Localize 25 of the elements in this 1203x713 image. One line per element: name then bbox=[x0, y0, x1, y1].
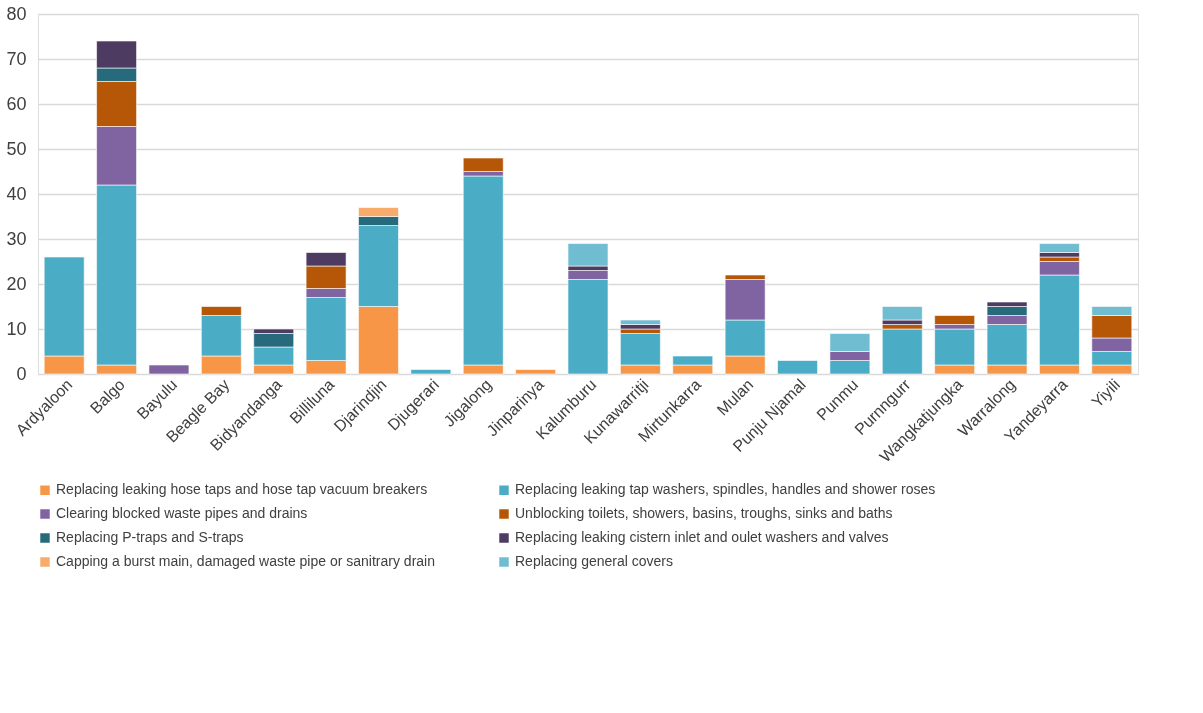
legend-label: Capping a burst main, damaged waste pipe or sanitrary drain bbox=[56, 553, 435, 569]
bar bbox=[881, 328, 923, 375]
y-tick-label: 50 bbox=[6, 138, 27, 159]
y-tick-label: 80 bbox=[6, 3, 27, 24]
y-tick-label: 20 bbox=[6, 273, 27, 294]
legend-label: Replacing P-traps and S-traps bbox=[56, 529, 244, 545]
bar bbox=[881, 306, 923, 321]
legend-label: Replacing general covers bbox=[515, 553, 673, 569]
bar bbox=[567, 243, 609, 267]
y-tick-label: 60 bbox=[6, 93, 27, 114]
legend-label: Replacing leaking tap washers, spindles, handles and shower roses bbox=[515, 481, 936, 498]
legend-label: Replacing leaking cistern inlet and oulet washers and valves bbox=[515, 529, 889, 545]
legend-label: Clearing blocked waste pipes and drains bbox=[56, 505, 308, 521]
y-tick-label: 70 bbox=[6, 48, 27, 69]
x-tick-label: Yiyili bbox=[1088, 375, 1124, 411]
y-tick-label: 0 bbox=[16, 363, 27, 384]
bar bbox=[777, 360, 818, 375]
legend-label: Replacing leaking hose taps and hose tap vacuum breakers bbox=[56, 481, 428, 498]
legend-label: Unblocking toilets, showers, basins, troughs, sinks and baths bbox=[515, 505, 893, 521]
bar bbox=[410, 369, 452, 375]
y-tick-label: 40 bbox=[6, 183, 27, 204]
y-tick-label: 30 bbox=[6, 228, 27, 249]
bar bbox=[515, 369, 556, 375]
bar bbox=[148, 364, 190, 375]
y-tick-label: 10 bbox=[6, 318, 27, 339]
